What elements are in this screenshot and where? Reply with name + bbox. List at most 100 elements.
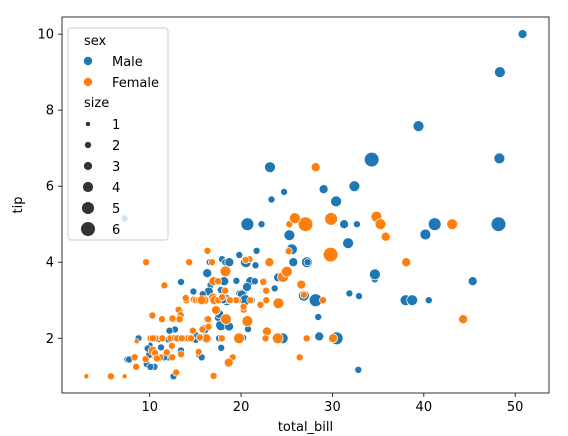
x-axis-label: total_bill xyxy=(278,420,333,435)
point-female xyxy=(203,246,212,255)
point-male xyxy=(355,292,363,301)
point-female xyxy=(256,300,265,309)
point-female xyxy=(209,372,218,380)
point-female xyxy=(133,338,140,345)
point-female xyxy=(319,296,327,305)
point-female xyxy=(261,334,270,343)
point-male xyxy=(517,29,528,39)
point-female xyxy=(280,265,293,278)
point-male xyxy=(240,217,255,231)
data-points xyxy=(83,29,528,381)
point-female xyxy=(262,286,271,295)
point-female xyxy=(328,333,338,344)
point-female xyxy=(185,258,194,267)
legend-label-female: Female xyxy=(112,76,159,91)
point-female xyxy=(246,296,255,305)
point-female xyxy=(141,355,150,364)
point-female xyxy=(175,315,184,324)
point-female xyxy=(295,353,304,362)
point-female xyxy=(262,296,271,305)
point-female xyxy=(142,258,151,267)
legend: sex Male Female size 1 2 3 4 5 6 xyxy=(67,27,169,241)
point-female xyxy=(121,373,128,380)
point-male xyxy=(280,187,289,196)
point-female xyxy=(208,258,216,267)
point-female xyxy=(401,257,412,268)
point-female xyxy=(241,256,250,264)
point-female xyxy=(302,334,311,343)
point-female xyxy=(322,246,339,263)
point-male xyxy=(288,257,299,268)
legend-size-label: 2 xyxy=(112,139,120,154)
point-male xyxy=(493,152,506,165)
point-female xyxy=(289,212,301,224)
point-female xyxy=(296,279,307,290)
legend-size-marker xyxy=(80,221,96,237)
point-male xyxy=(202,268,213,279)
x-tick-label: 40 xyxy=(416,400,433,415)
point-female xyxy=(204,315,213,324)
legend-size-label: 6 xyxy=(112,223,120,238)
point-female xyxy=(214,277,222,286)
x-tick-label: 20 xyxy=(233,400,250,415)
legend-size-marker xyxy=(82,181,94,193)
legend-marker-female xyxy=(83,77,93,87)
y-tick-label: 4 xyxy=(46,256,54,271)
point-male xyxy=(264,161,276,173)
point-female xyxy=(181,294,190,302)
point-female xyxy=(310,162,321,173)
point-female xyxy=(168,314,177,323)
point-male xyxy=(427,217,442,231)
point-female xyxy=(374,218,387,230)
point-female xyxy=(152,354,161,363)
legend-size-marker xyxy=(83,161,93,171)
point-female xyxy=(299,291,308,299)
point-female xyxy=(195,333,204,342)
point-male xyxy=(318,184,329,195)
point-male xyxy=(165,326,174,335)
point-female xyxy=(220,313,232,325)
legend-size-marker xyxy=(84,141,92,149)
point-female xyxy=(172,368,181,377)
point-female xyxy=(196,295,207,306)
point-female xyxy=(271,332,284,345)
point-female xyxy=(458,314,468,325)
point-male xyxy=(419,228,432,241)
point-female xyxy=(218,293,227,302)
point-male xyxy=(412,120,425,132)
point-female xyxy=(132,362,141,371)
point-male xyxy=(424,296,433,305)
point-male xyxy=(242,282,252,292)
point-female xyxy=(148,334,157,343)
point-male xyxy=(235,251,244,259)
point-male xyxy=(369,268,381,281)
legend-size-marker xyxy=(81,201,95,215)
legend-size-title: size xyxy=(84,96,109,111)
point-female xyxy=(259,278,268,286)
point-female xyxy=(204,322,213,331)
point-female xyxy=(167,342,176,350)
legend-size-label: 1 xyxy=(112,118,120,133)
legend-label-male: Male xyxy=(112,55,143,70)
axis-ticks: 10 20 30 40 50 2 4 6 8 10 xyxy=(37,28,523,415)
point-female xyxy=(284,247,293,256)
point-female xyxy=(239,302,248,311)
point-female xyxy=(177,350,185,359)
point-female xyxy=(106,372,115,381)
point-male xyxy=(364,151,380,168)
point-male xyxy=(348,180,361,192)
legend-size-label: 5 xyxy=(112,202,120,217)
point-male xyxy=(406,294,418,306)
point-female xyxy=(217,334,226,343)
legend-size-label: 4 xyxy=(112,181,120,196)
point-male xyxy=(494,66,506,78)
point-male xyxy=(283,229,296,241)
point-male xyxy=(330,195,342,208)
point-female xyxy=(130,353,139,362)
point-female xyxy=(158,334,167,343)
point-male xyxy=(157,343,165,352)
point-male xyxy=(146,362,155,371)
point-male xyxy=(250,277,259,286)
y-tick-label: 8 xyxy=(46,104,54,119)
point-female xyxy=(160,281,169,290)
